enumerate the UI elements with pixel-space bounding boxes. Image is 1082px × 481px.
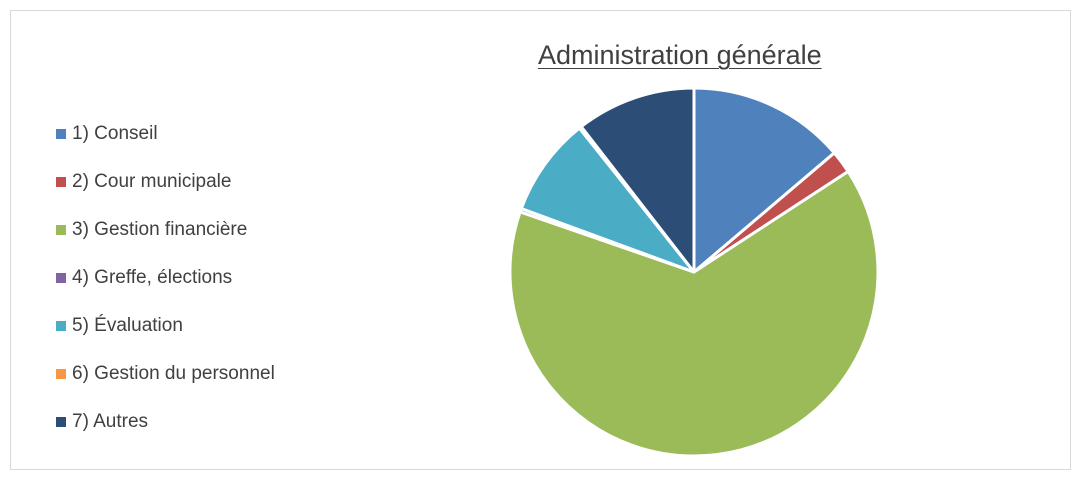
legend-swatch xyxy=(56,321,66,331)
legend-item: 5) Évaluation xyxy=(56,302,275,350)
pie-slice-3 xyxy=(508,169,880,458)
legend-swatch xyxy=(56,225,66,235)
legend-label: 4) Greffe, élections xyxy=(72,267,233,288)
legend-swatch xyxy=(56,129,66,139)
legend-item: 3) Gestion financière xyxy=(56,206,275,254)
pie-slice-1 xyxy=(692,86,836,274)
legend-item: 7) Autres xyxy=(56,398,275,446)
legend-swatch xyxy=(56,417,66,427)
legend-swatch xyxy=(56,369,66,379)
legend-label: 2) Cour municipale xyxy=(72,171,232,192)
legend-item: 4) Greffe, élections xyxy=(56,254,275,302)
legend-item: 1) Conseil xyxy=(56,110,275,158)
legend-swatch xyxy=(56,273,66,283)
chart-title: Administration générale xyxy=(538,40,822,70)
pie-slice-5 xyxy=(519,126,696,274)
legend-label: 6) Gestion du personnel xyxy=(72,363,275,384)
legend-item: 6) Gestion du personnel xyxy=(56,350,275,398)
legend-swatch xyxy=(56,177,66,187)
legend-label: 1) Conseil xyxy=(72,123,158,144)
legend-label: 3) Gestion financière xyxy=(72,219,248,240)
chart-legend: 1) Conseil 2) Cour municipale 3) Gestion… xyxy=(56,110,275,446)
pie-slice-7 xyxy=(579,86,696,274)
legend-label: 5) Évaluation xyxy=(72,315,183,336)
legend-label: 7) Autres xyxy=(72,411,149,432)
legend-item: 2) Cour municipale xyxy=(56,158,275,206)
